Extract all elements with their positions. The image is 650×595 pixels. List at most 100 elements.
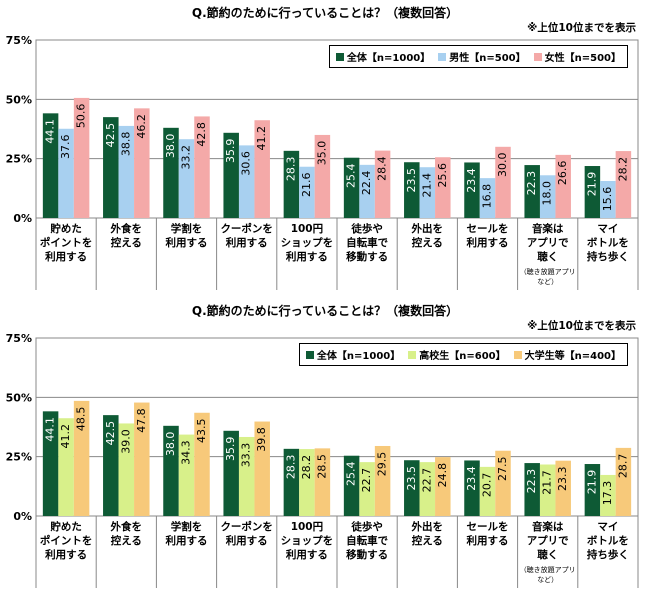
bar [73, 97, 90, 218]
data-label: 50.6 [75, 104, 88, 129]
x-tick-label: ポイントを [40, 534, 93, 547]
x-tick-sublabel: など） [537, 576, 558, 584]
data-label: 21.9 [585, 172, 598, 197]
data-label: 22.3 [525, 469, 538, 494]
legend-label: 高校生【n=600】 [419, 351, 506, 362]
bar [163, 425, 179, 516]
bar [118, 423, 135, 516]
bar [299, 449, 315, 516]
bar [359, 462, 375, 516]
bar [58, 128, 74, 218]
data-label: 42.5 [104, 421, 117, 446]
data-label: 23.5 [405, 466, 418, 491]
x-tick-label: 利用する [467, 236, 509, 249]
data-label: 25.4 [345, 461, 358, 486]
data-label: 38.8 [119, 132, 132, 157]
x-tick-label: ショップを [281, 236, 334, 249]
bar [134, 402, 150, 516]
data-label: 22.7 [360, 468, 373, 493]
bar [42, 411, 59, 516]
x-tick-label: 外出を [411, 222, 444, 235]
data-label: 23.4 [465, 168, 478, 193]
data-label: 27.5 [496, 456, 509, 481]
legend-swatch [335, 52, 344, 61]
data-label: 21.9 [585, 470, 598, 495]
legend-swatch [533, 52, 542, 61]
bar [223, 132, 239, 218]
x-tick-label: ボトルを [587, 534, 629, 547]
data-label: 21.6 [300, 172, 313, 197]
legend: 全体【n=1000】 男性【n=500】 女性【n=500】 [328, 45, 628, 68]
data-label: 33.2 [180, 145, 193, 170]
bar [404, 162, 420, 218]
chart-title: Q.節約のために行っていることは？（複数回答） [191, 6, 459, 20]
y-tick-label: 25% [6, 451, 32, 464]
legend-item-series-2: 男性【n=500】 [438, 49, 526, 64]
data-label: 28.2 [616, 157, 629, 182]
bar [539, 464, 556, 516]
data-label: 46.2 [135, 114, 148, 138]
legend-item-series-1: 全体【n=1000】 [335, 49, 430, 64]
bar [435, 157, 451, 218]
x-tick-label: 移動する [346, 548, 388, 561]
bar [479, 466, 496, 516]
data-label: 30.0 [496, 153, 509, 178]
bar [374, 150, 391, 218]
data-label: 16.8 [481, 184, 494, 209]
x-tick-label: 移動する [346, 250, 388, 263]
x-tick-label: 持ち歩く [587, 548, 629, 561]
data-label: 42.8 [195, 122, 208, 147]
y-tick-label: 25% [6, 153, 32, 166]
data-label: 35.0 [315, 141, 328, 166]
bar [359, 164, 375, 218]
bar [134, 108, 150, 218]
data-label: 25.4 [345, 163, 358, 188]
x-tick-label: 利用する [166, 236, 208, 249]
bar [238, 145, 255, 218]
data-label: 26.6 [556, 161, 569, 186]
bar [223, 430, 239, 516]
bar [464, 460, 480, 516]
data-label: 30.6 [240, 151, 253, 176]
data-label: 38.0 [164, 432, 177, 457]
legend-label: 女性【n=500】 [544, 53, 621, 64]
x-tick-label: クーポンを [220, 520, 273, 533]
bar [238, 436, 255, 516]
chart-panel-2: Q.節約のために行っていることは？（複数回答） ※上位10位までを表示 0% 25… [0, 298, 650, 595]
data-label: 33.3 [240, 443, 253, 468]
y-tick-label: 75% [6, 332, 32, 345]
data-label: 37.6 [59, 135, 72, 160]
data-label: 18.0 [541, 181, 554, 206]
bar [374, 445, 391, 516]
bar [42, 113, 59, 218]
x-tick-label: 100円 [291, 223, 323, 235]
legend-item-series-3: 大学生等【n=400】 [513, 347, 621, 362]
x-tick-label: ショップを [281, 534, 334, 547]
bar [73, 400, 90, 516]
x-tick-label: 音楽は [532, 520, 564, 533]
bar [178, 434, 195, 516]
data-label: 44.1 [44, 119, 57, 144]
bar [584, 464, 601, 516]
data-label: 28.2 [300, 455, 313, 480]
x-tick-label: セールを [467, 223, 509, 235]
data-label: 15.6 [601, 187, 614, 212]
data-label: 48.5 [75, 407, 88, 432]
data-label: 44.1 [44, 417, 57, 442]
data-label: 41.2 [255, 126, 268, 151]
data-label: 28.3 [284, 455, 297, 480]
bar [314, 448, 331, 516]
x-tick-label: ボトルを [587, 236, 629, 249]
bar [539, 175, 556, 218]
legend-swatch [305, 350, 314, 359]
bar [600, 180, 616, 218]
data-label: 35.9 [224, 139, 237, 164]
bar [118, 125, 135, 218]
x-tick-label: 利用する [166, 534, 208, 547]
data-label: 39.8 [255, 427, 268, 452]
data-label: 20.7 [481, 473, 494, 498]
legend-label: 男性【n=500】 [449, 53, 526, 64]
x-tick-label: 利用する [286, 548, 328, 561]
bar [194, 116, 210, 218]
